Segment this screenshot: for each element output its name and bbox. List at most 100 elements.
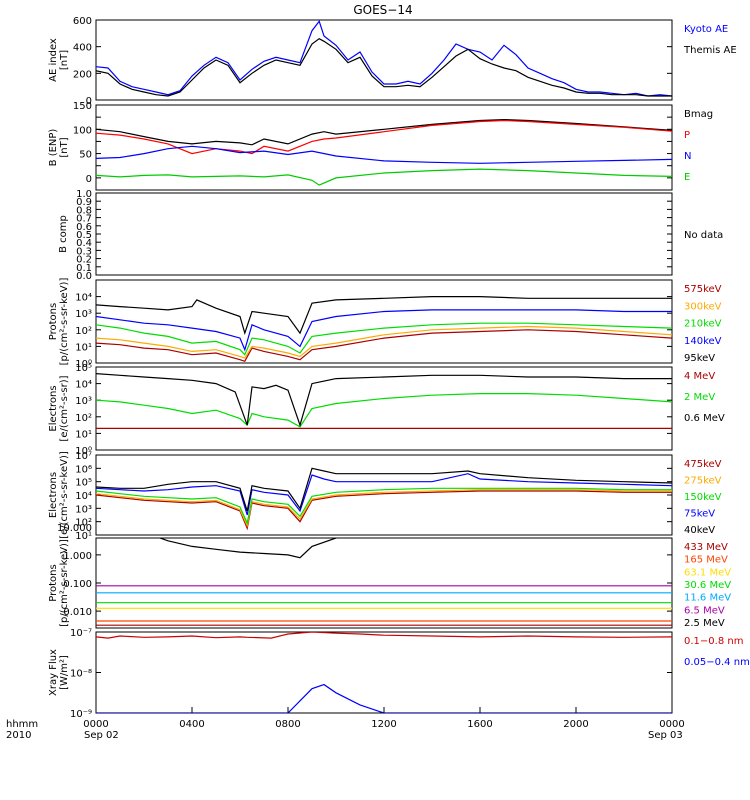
y-tick-label-electrons2-2: 10³ [75, 504, 92, 515]
series-line-bfield-1 [96, 119, 672, 155]
y-tick-label-protons1-1: 10¹ [75, 342, 92, 353]
legend-label-electrons2-3: 75keV [684, 509, 715, 520]
legend-label-protons1-2: 210keV [684, 319, 722, 330]
panel-xray: 10⁻⁹ 10⁻⁸ 10⁻⁷ Xray Flux [W/m²] 0.1−0.8 nm 0.0… [48, 628, 750, 720]
y-tick-label-bcomp-5: 0.5 [76, 230, 92, 241]
legend-label-protons2-1: 165 MeV [684, 555, 728, 566]
x-axis: hhmm 2010 Sep 02 Sep 03 0000 0400 0800 1200… [6, 707, 685, 741]
legend-label-xray-1: 0.05−0.4 nm [684, 657, 750, 668]
y-tick-label-bcomp-3: 0.3 [76, 246, 92, 257]
x-tick-label-3: 1200 [371, 719, 396, 730]
y-tick-label-electrons1-5: 10⁵ [75, 363, 92, 374]
legend-label-protons1-4: 95keV [684, 353, 715, 364]
legend-label-bfield-0: Bmag [684, 109, 713, 120]
series-line-protons2-6 [158, 538, 340, 559]
y-tick-label-ae-1: 200 [73, 69, 92, 80]
y-axis-label-electrons2-1: [e/(cm²-s-sr-keV)] [59, 451, 70, 539]
x-axis-left-label-year: 2010 [6, 730, 31, 741]
series-line-electrons2-1 [96, 489, 672, 528]
legend-label-protons2-4: 11.6 MeV [684, 593, 731, 604]
x-axis-left-label-time: hhmm [6, 719, 38, 730]
legend-label-protons2-0: 433 MeV [684, 542, 728, 553]
series-line-xray-1 [96, 683, 672, 713]
y-tick-label-electrons1-3: 10³ [75, 396, 92, 407]
legend-label-ae-1: Themis AE [683, 45, 737, 56]
series-line-protons1-4 [96, 296, 672, 336]
series-line-bfield-3 [96, 168, 672, 186]
y-tick-label-electrons2-0: 10¹ [75, 531, 92, 542]
y-tick-label-bcomp-10: 1.0 [76, 189, 92, 200]
x-tick-label-6: 0000 [659, 719, 684, 730]
panel-bfield: 0 50 100 150 B (ENP) [nT] Bmag PNE [48, 101, 713, 191]
series-group-bfield [96, 118, 672, 186]
y-axis-label-protons1-1: [p/(cm²-s-sr-keV)] [59, 278, 70, 366]
y-axis-label-bfield-1: [nT] [59, 137, 70, 157]
y-tick-label-bcomp-0: 0.0 [76, 271, 92, 282]
x-tick-label-0: 0000 [83, 719, 108, 730]
series-line-electrons2-4 [96, 467, 672, 512]
panel-frame-electrons2 [95, 454, 673, 536]
panel-frame-ae [95, 19, 673, 101]
panel-frame-bcomp [95, 192, 673, 276]
y-tick-label-electrons1-2: 10² [75, 413, 92, 424]
series-line-electrons2-0 [96, 490, 672, 531]
series-group-protons2 [96, 538, 672, 626]
series-line-protons1-0 [96, 329, 672, 363]
y-axis-label-electrons1-1: [e/(cm²-s-sr)] [59, 375, 70, 441]
panel-electrons2: 10¹ 10² 10³ 10⁴ 10⁵ 10⁶ 10⁷ Electrons [e/(cm²-s-… [48, 451, 722, 542]
y-axis-label-ae-1: [nT] [59, 50, 70, 70]
legend-label-protons1-3: 140keV [684, 336, 722, 347]
y-tick-label-electrons2-3: 10⁴ [75, 491, 92, 502]
y-axis-label-xray-0: Xray Flux [48, 649, 59, 696]
y-axis-label-bfield-0: B (ENP) [48, 129, 59, 167]
y-tick-label-electrons1-0: 10⁰ [75, 446, 92, 457]
y-tick-label-protons1-0: 10⁰ [75, 359, 92, 370]
x-axis-date-start: Sep 02 [84, 730, 119, 741]
y-tick-label-bcomp-1: 0.1 [76, 263, 92, 274]
series-line-ae-0 [96, 20, 672, 97]
panel-protons1: 10⁰ 10¹ 10² 10³ 10⁴ Protons [p/(cm²-s-sr-keV)]… [48, 278, 722, 370]
y-tick-label-electrons1-1: 10¹ [75, 429, 92, 440]
legend-label-electrons2-1: 275keV [684, 476, 722, 487]
legend-label-bfield-2: N [684, 151, 691, 162]
legend-label-protons2-2: 63.1 MeV [684, 567, 731, 578]
legend-label-electrons1-2: 0.6 MeV [684, 413, 725, 424]
y-tick-label-protons2-0: 0.010 [63, 607, 92, 618]
y-tick-label-bcomp-6: 0.6 [76, 222, 92, 233]
panel-frame-electrons1 [95, 366, 673, 451]
legend-label-electrons1-1: 2 MeV [684, 392, 715, 403]
panel-frame-bfield [95, 104, 673, 191]
panel-right-label-bcomp: No data [684, 230, 723, 241]
y-tick-label-protons2-2: 1.000 [63, 551, 92, 562]
y-tick-label-electrons2-4: 10⁵ [75, 478, 92, 489]
legend-label-xray-0: 0.1−0.8 nm [684, 636, 743, 647]
y-tick-label-protons1-4: 10⁴ [75, 293, 92, 304]
chart-title: GOES−14 [353, 3, 412, 17]
panel-frame-protons1 [95, 279, 673, 364]
series-line-bfield-0 [96, 118, 672, 146]
series-line-ae-1 [96, 37, 672, 97]
series-line-xray-0 [96, 632, 672, 639]
y-tick-label-xray-2: 10⁻⁷ [70, 628, 92, 639]
series-line-electrons1-1 [96, 393, 672, 428]
legend-label-protons1-0: 575keV [684, 284, 722, 295]
y-tick-label-bcomp-8: 0.8 [76, 205, 92, 216]
y-axis-label-protons2-0: Protons [48, 564, 59, 601]
y-axis-label-protons1-0: Protons [48, 303, 59, 340]
y-tick-label-electrons2-1: 10² [75, 518, 92, 529]
series-line-electrons2-2 [96, 487, 672, 525]
panel-bcomp: 0.00.10.20.30.40.50.60.70.80.91.0 B comp N… [58, 189, 723, 282]
y-tick-label-bcomp-9: 0.9 [76, 197, 92, 208]
panel-electrons1: 10⁰ 10¹ 10² 10³ 10⁴ 10⁵ Electrons [e/(cm²-s-sr)… [48, 363, 725, 457]
panel-protons2: 0.010 0.100 1.000 10.000 Protons [p/(cm²-s-sr… [48, 523, 731, 629]
y-tick-label-bcomp-2: 0.2 [76, 255, 92, 266]
series-group-xray [96, 632, 672, 713]
panel-ae: 0 200 400 600 AE index [nT] Kyoto AE Themis AE [48, 16, 737, 107]
series-line-protons1-2 [96, 322, 672, 356]
y-tick-label-electrons2-6: 10⁷ [75, 451, 92, 462]
legend-label-electrons1-0: 4 MeV [684, 371, 715, 382]
y-tick-label-bfield-2: 100 [73, 125, 92, 136]
panel-frame-protons2 [95, 537, 673, 629]
